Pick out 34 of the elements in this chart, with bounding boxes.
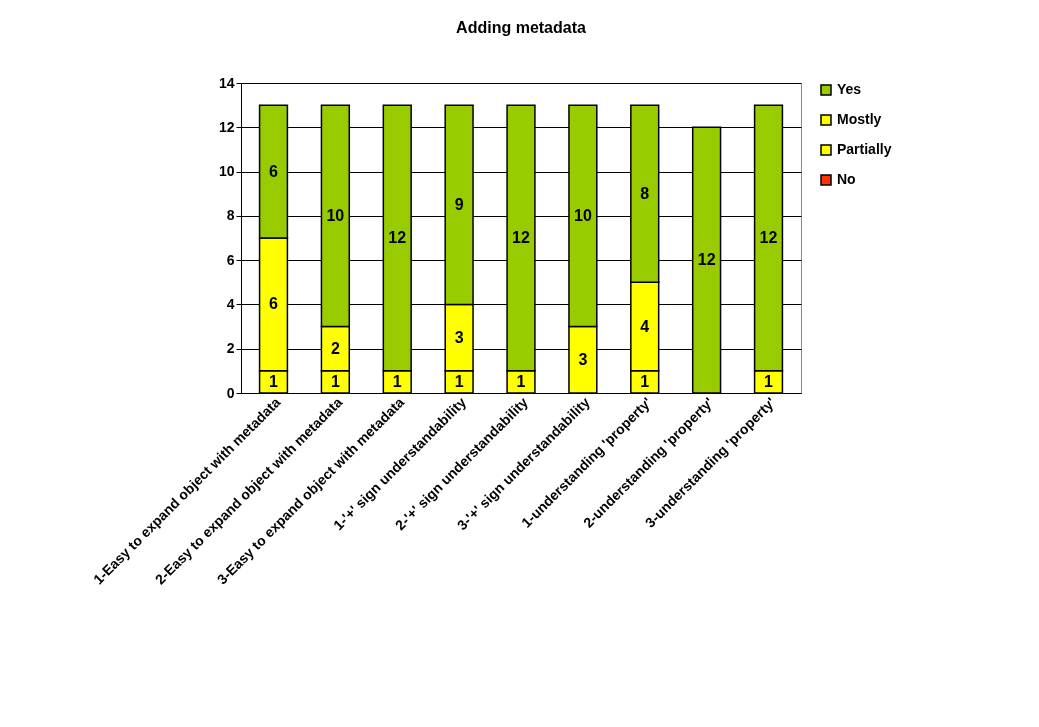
- data-label: 1: [269, 372, 279, 390]
- y-tick-label: 4: [226, 295, 235, 312]
- legend-label: Mostly: [837, 111, 882, 127]
- y-tick-label: 2: [226, 340, 235, 357]
- data-label: 1: [516, 372, 526, 390]
- legend-label: No: [837, 171, 856, 187]
- data-label: 4: [640, 317, 650, 335]
- data-label: 12: [388, 229, 407, 246]
- data-label: 10: [573, 206, 592, 224]
- legend-label: Yes: [837, 81, 862, 97]
- data-label: 3: [454, 328, 464, 346]
- legend-label: Partially: [837, 141, 892, 157]
- y-tick-label: 6: [226, 251, 235, 268]
- data-label: 1: [764, 372, 774, 390]
- y-tick-label: 8: [226, 207, 235, 224]
- data-label: 6: [269, 295, 279, 313]
- y-tick-label: 14: [218, 74, 235, 91]
- data-label: 2: [330, 339, 340, 357]
- data-label: 1: [454, 372, 464, 390]
- data-label: 12: [512, 229, 530, 246]
- data-label: 6: [269, 162, 279, 180]
- chart-title: Adding metadata: [456, 19, 586, 36]
- y-tick-label: 0: [226, 384, 235, 401]
- data-label: 12: [759, 229, 778, 246]
- data-label: 12: [697, 251, 716, 269]
- y-tick-label: 10: [218, 163, 235, 180]
- data-label: 1: [330, 372, 340, 390]
- data-label: 8: [640, 184, 650, 202]
- data-label: 3: [578, 350, 588, 368]
- y-tick-label: 12: [218, 118, 235, 135]
- data-label: 1: [640, 372, 650, 390]
- data-label: 9: [454, 195, 464, 213]
- data-label: 10: [326, 206, 345, 224]
- data-label: 1: [392, 372, 402, 390]
